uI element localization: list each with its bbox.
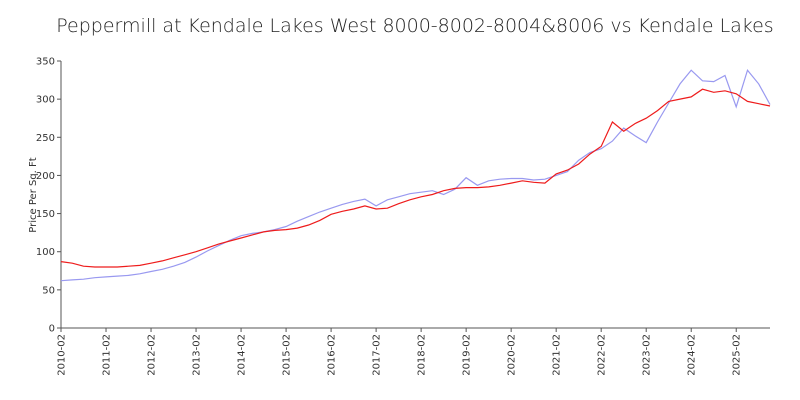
y-tick-label: 200	[36, 171, 55, 182]
y-tick-label: 50	[42, 285, 55, 296]
y-tick-label: 300	[36, 95, 55, 106]
x-tick-label: 2022-02	[597, 334, 608, 376]
x-tick-label: 2021-02	[552, 334, 563, 376]
y-tick-label: 100	[36, 247, 55, 258]
x-tick-label: 2010-02	[57, 334, 68, 376]
x-tick-label: 2025-02	[732, 334, 743, 376]
x-tick-label: 2019-02	[462, 334, 473, 376]
x-tick-label: 2016-02	[327, 334, 338, 376]
y-tick-label: 150	[36, 209, 55, 220]
x-tick-label: 2015-02	[282, 334, 293, 376]
y-tick-label: 350	[36, 57, 55, 68]
x-tick-label: 2020-02	[507, 334, 518, 376]
chart-title: Peppermill at Kendale Lakes West 8000-80…	[56, 15, 773, 37]
x-tick-label: 2024-02	[687, 334, 698, 376]
series-line	[60, 88, 771, 268]
y-axis-label: Price Per Sq. Ft	[28, 157, 39, 232]
x-tick-label: 2018-02	[417, 334, 428, 376]
y-tick-label: 250	[36, 133, 55, 144]
x-tick-label: 2023-02	[642, 334, 653, 376]
x-tick-label: 2011-02	[102, 334, 113, 376]
x-tick-label: 2017-02	[372, 334, 383, 376]
y-tick-label: 0	[49, 324, 55, 335]
x-tick-label: 2013-02	[192, 334, 203, 376]
x-tick-label: 2012-02	[147, 334, 158, 376]
series-line	[60, 68, 771, 282]
x-tick-label: 2014-02	[237, 334, 248, 376]
